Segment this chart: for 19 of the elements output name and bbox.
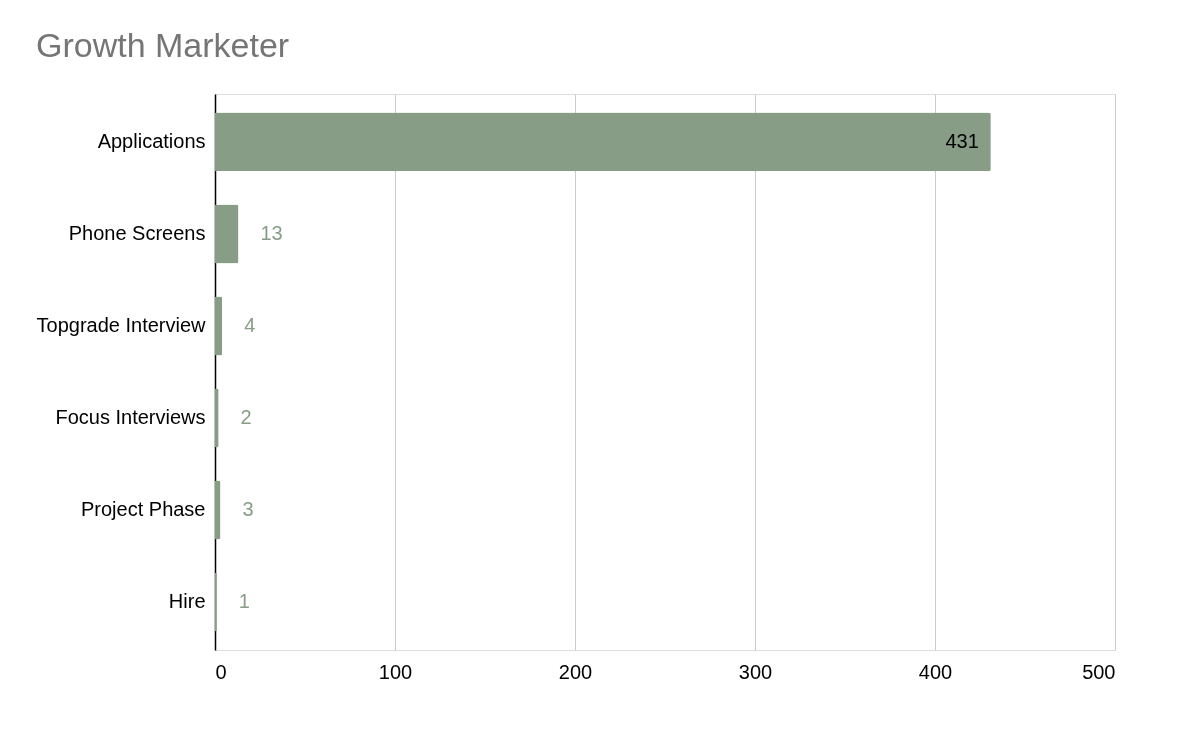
data-label: 431 bbox=[945, 129, 979, 152]
y-tick-label: Focus Interviews bbox=[55, 406, 206, 429]
data-label: 13 bbox=[260, 221, 283, 244]
data-label: 3 bbox=[242, 498, 254, 521]
data-label: 4 bbox=[244, 313, 256, 336]
x-tick-label: 0 bbox=[215, 660, 227, 683]
chart-title: Growth Marketer bbox=[36, 26, 290, 64]
y-tick-label: Topgrade Interview bbox=[36, 313, 207, 336]
x-tick-label: 200 bbox=[558, 660, 593, 683]
x-tick-label: 100 bbox=[378, 660, 413, 683]
x-tick-label: 500 bbox=[1082, 660, 1116, 683]
x-tick-label: 400 bbox=[918, 660, 953, 683]
x-tick-label: 300 bbox=[738, 660, 773, 683]
y-tick-label: Project Phase bbox=[80, 498, 206, 521]
data-label: 1 bbox=[238, 590, 250, 613]
y-tick-label: Applications bbox=[97, 129, 206, 152]
data-label: 2 bbox=[240, 406, 252, 429]
y-tick-label: Phone Screens bbox=[68, 221, 206, 244]
y-tick-label: Hire bbox=[168, 590, 206, 613]
